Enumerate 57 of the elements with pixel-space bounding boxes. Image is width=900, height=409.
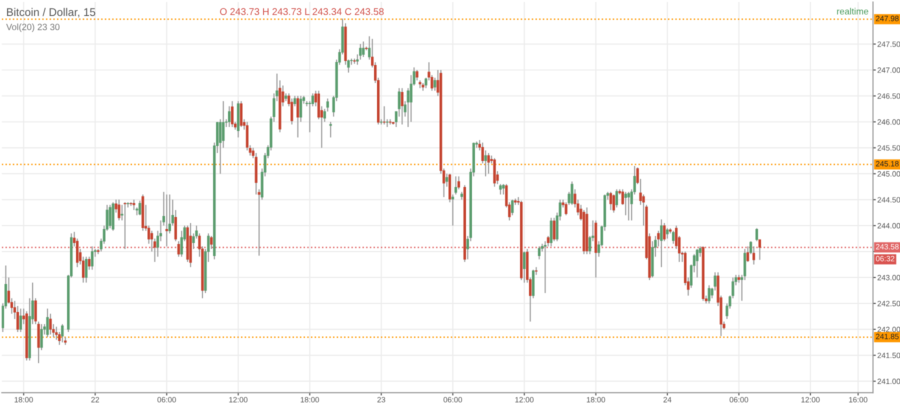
candlestick xyxy=(672,230,675,244)
candlestick xyxy=(37,321,40,364)
candlestick xyxy=(538,246,541,260)
candlestick xyxy=(300,95,302,122)
candlestick xyxy=(108,204,112,229)
candlestick xyxy=(222,100,225,148)
candlestick xyxy=(177,240,180,258)
candlestick xyxy=(382,106,386,126)
candlestick xyxy=(329,121,332,138)
candlestick xyxy=(61,324,64,343)
candlestick xyxy=(570,180,574,206)
candlestick xyxy=(523,250,526,284)
candlestick xyxy=(388,118,392,126)
candlestick xyxy=(132,199,136,211)
candlestick xyxy=(296,95,300,138)
candlestick xyxy=(416,69,418,81)
candlestick xyxy=(446,173,448,188)
candlestick xyxy=(493,158,496,188)
candlestick xyxy=(46,308,49,338)
candlestick xyxy=(49,313,52,336)
candlestick xyxy=(612,194,616,214)
candlestick xyxy=(484,150,487,177)
candlestick xyxy=(714,272,716,292)
candlestick xyxy=(230,100,234,128)
candlestick xyxy=(615,188,618,208)
candlestick xyxy=(660,218,663,268)
candlestick xyxy=(552,217,556,242)
candlestick xyxy=(19,308,22,333)
annotation: Vol(20) 23 30 xyxy=(6,24,60,32)
candlestick xyxy=(627,191,630,221)
candlestick xyxy=(755,228,758,242)
candlestick xyxy=(84,256,88,284)
candlestick xyxy=(696,248,698,278)
candlestick xyxy=(40,324,43,351)
candlestick xyxy=(550,217,552,247)
annotation: realtime xyxy=(837,8,868,15)
candlestick xyxy=(454,176,458,196)
candlestick xyxy=(666,228,669,240)
candlestick xyxy=(210,235,213,250)
candlestick xyxy=(118,199,120,221)
candlestick xyxy=(290,98,294,126)
candlestick xyxy=(609,191,612,211)
candlestick xyxy=(400,88,404,126)
candlestick xyxy=(16,305,19,333)
candlestick xyxy=(434,77,436,92)
candlestick xyxy=(362,40,365,58)
chart-title: Bitcoin / Dollar, 15 xyxy=(7,8,96,18)
candlestick xyxy=(124,202,126,250)
candlestick xyxy=(663,222,666,242)
candlestick xyxy=(487,152,490,174)
candlestick xyxy=(138,200,142,216)
candlestick xyxy=(708,284,710,304)
candlestick xyxy=(90,246,94,270)
candlestick xyxy=(499,184,502,196)
annotation: O 243.73 H 243.73 L 243.34 C 243.58 xyxy=(220,8,384,16)
candlestick xyxy=(165,194,168,247)
candlestick xyxy=(406,88,410,128)
